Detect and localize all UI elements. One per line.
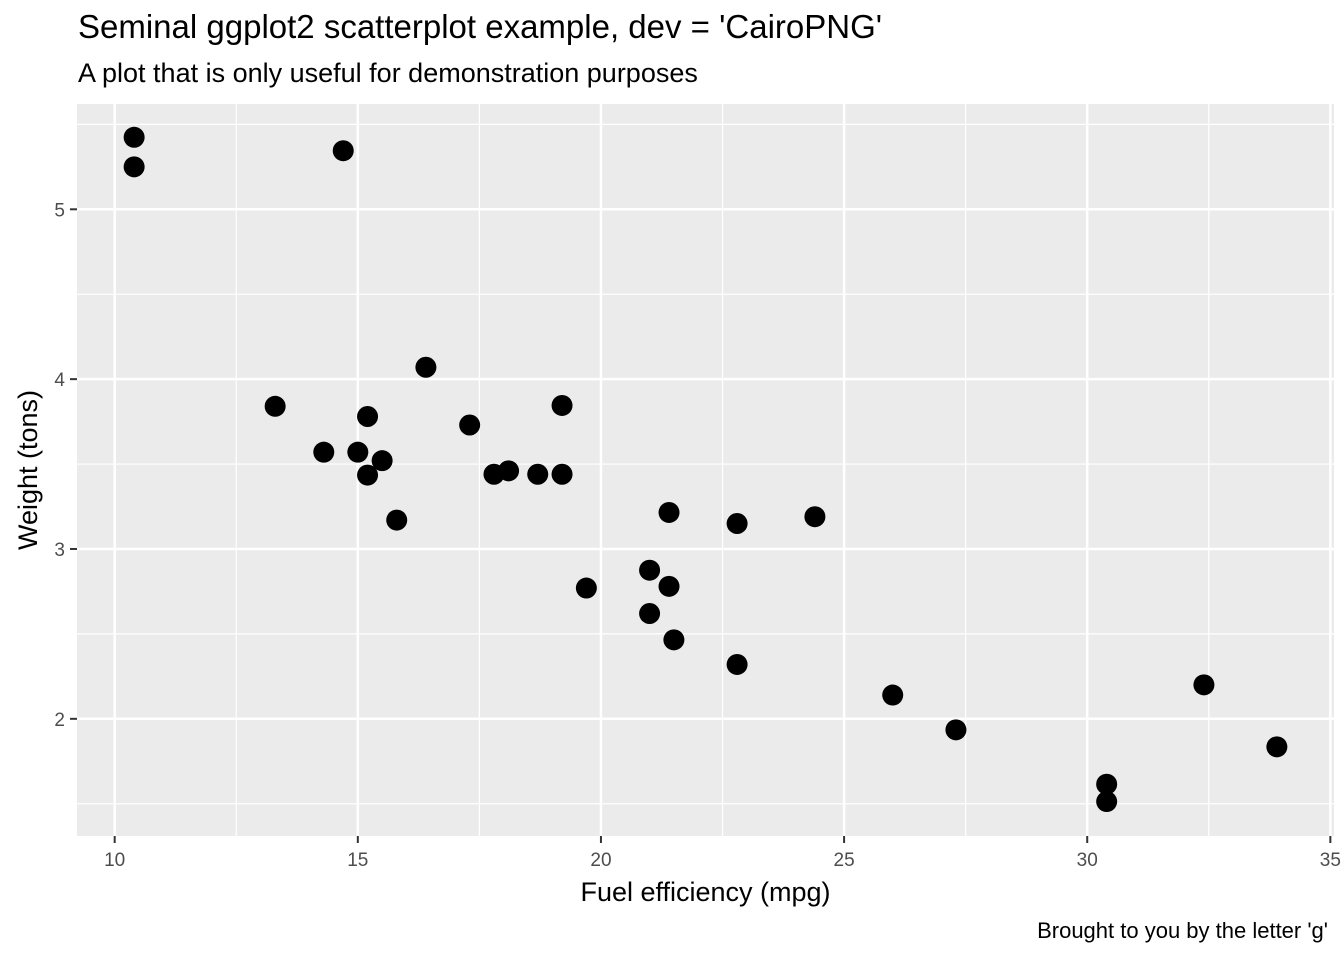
data-point bbox=[313, 441, 335, 463]
data-point bbox=[1193, 674, 1215, 696]
data-point bbox=[123, 126, 145, 148]
major-gridlines bbox=[77, 104, 1334, 836]
data-point bbox=[639, 603, 661, 625]
data-point bbox=[527, 463, 549, 485]
x-tick-label: 10 bbox=[104, 850, 125, 871]
data-point bbox=[357, 464, 379, 486]
data-point bbox=[726, 512, 748, 534]
x-tick-label: 35 bbox=[1320, 850, 1341, 871]
y-axis-title: Weight (tons) bbox=[13, 390, 43, 550]
data-point bbox=[1266, 736, 1288, 758]
y-tick-label: 3 bbox=[54, 540, 65, 561]
y-tick-label: 5 bbox=[54, 200, 65, 221]
data-point bbox=[264, 395, 286, 417]
data-point bbox=[371, 450, 393, 472]
x-tick-label: 25 bbox=[834, 850, 855, 871]
data-point bbox=[551, 394, 573, 416]
data-point bbox=[658, 501, 680, 523]
x-tick-label: 30 bbox=[1077, 850, 1098, 871]
data-point bbox=[459, 414, 481, 436]
data-point bbox=[415, 356, 437, 378]
y-tick-label: 2 bbox=[54, 710, 65, 731]
data-point bbox=[1096, 773, 1118, 795]
x-tick-label: 20 bbox=[590, 850, 611, 871]
data-point bbox=[804, 506, 826, 528]
data-point bbox=[357, 406, 379, 428]
data-point bbox=[575, 577, 597, 599]
minor-gridlines bbox=[77, 104, 1334, 836]
y-tick-label: 4 bbox=[54, 370, 65, 391]
data-point bbox=[386, 509, 408, 531]
data-point bbox=[1096, 791, 1118, 813]
x-axis-title: Fuel efficiency (mpg) bbox=[580, 877, 830, 907]
data-point bbox=[483, 463, 505, 485]
data-point bbox=[663, 629, 685, 651]
data-point bbox=[658, 575, 680, 597]
data-point bbox=[332, 140, 354, 162]
chart-caption: Brought to you by the letter 'g' bbox=[1037, 918, 1328, 943]
data-point bbox=[551, 463, 573, 485]
data-point bbox=[945, 719, 967, 741]
chart-title: Seminal ggplot2 scatterplot example, dev… bbox=[78, 8, 883, 45]
data-point bbox=[726, 653, 748, 675]
x-tick-label: 15 bbox=[347, 850, 368, 871]
plot-panel bbox=[77, 104, 1334, 836]
x-axis-ticks: 10 15 20 25 30 35 bbox=[104, 836, 1341, 871]
data-point bbox=[123, 156, 145, 178]
data-points bbox=[123, 126, 1288, 813]
y-axis-ticks: 2 3 4 5 bbox=[54, 200, 77, 731]
data-point bbox=[347, 441, 369, 463]
data-point bbox=[639, 559, 661, 581]
chart-subtitle: A plot that is only useful for demonstra… bbox=[78, 58, 698, 88]
data-point bbox=[882, 684, 904, 706]
